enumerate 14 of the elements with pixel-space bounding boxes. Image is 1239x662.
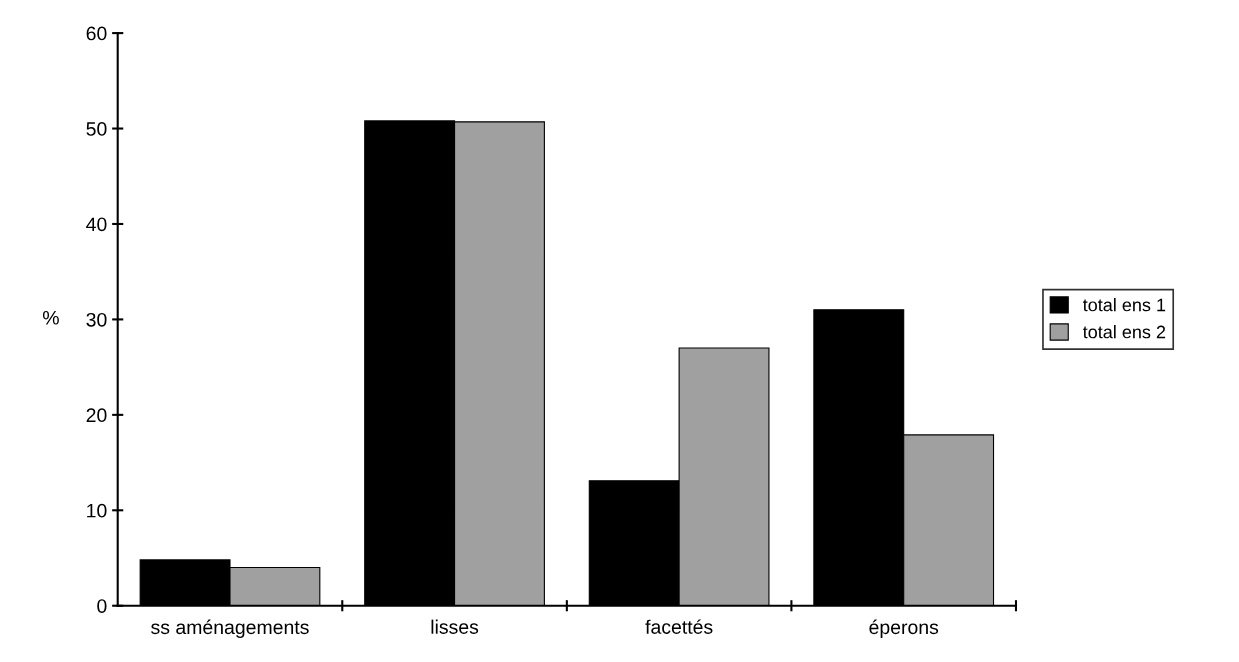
y-tick-label: 0 bbox=[97, 599, 107, 613]
y-tick-label: 50 bbox=[86, 122, 107, 136]
x-tick-label: ss aménagements bbox=[151, 619, 309, 638]
x-tick-label: facettés bbox=[645, 619, 713, 634]
y-tick-label: 20 bbox=[86, 408, 107, 423]
y-tick-label: 40 bbox=[86, 217, 107, 232]
y-tick-label: 60 bbox=[86, 26, 107, 41]
y-axis-title: % bbox=[42, 310, 59, 325]
legend-label: total ens 1 bbox=[1082, 298, 1166, 312]
x-tick-label: lisses bbox=[431, 619, 479, 634]
y-tick-label: 10 bbox=[87, 503, 107, 518]
legend-label: total ens 2 bbox=[1082, 325, 1166, 339]
x-tick-label: éperons bbox=[869, 619, 939, 638]
y-tick-label: 30 bbox=[86, 312, 107, 327]
